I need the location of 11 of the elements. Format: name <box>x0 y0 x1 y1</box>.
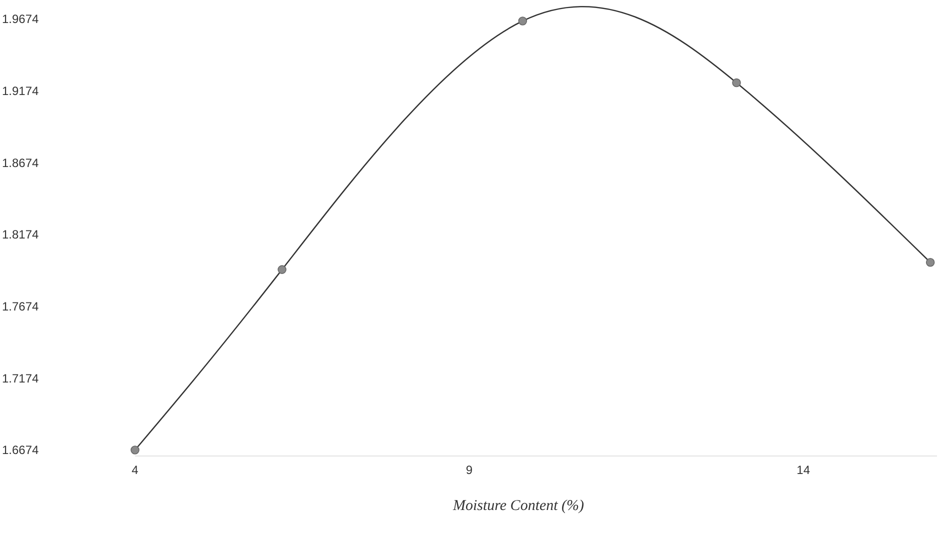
y-tick-label: 1.9674 <box>2 12 40 26</box>
x-tick-label: 9 <box>466 463 473 477</box>
y-tick-label: 1.7174 <box>2 371 40 386</box>
y-tick-label: 1.6674 <box>2 443 40 458</box>
x-tick-label: 14 <box>796 463 810 477</box>
y-tick-label: 1.8674 <box>2 156 40 170</box>
y-tick-label: 1.8174 <box>2 228 40 242</box>
y-tick-label: 1.9174 <box>2 84 40 98</box>
y-tick-label: 1.7674 <box>2 300 40 314</box>
x-axis-title: Moisture Content (%) <box>452 498 584 514</box>
x-tick-label: 4 <box>132 463 139 477</box>
